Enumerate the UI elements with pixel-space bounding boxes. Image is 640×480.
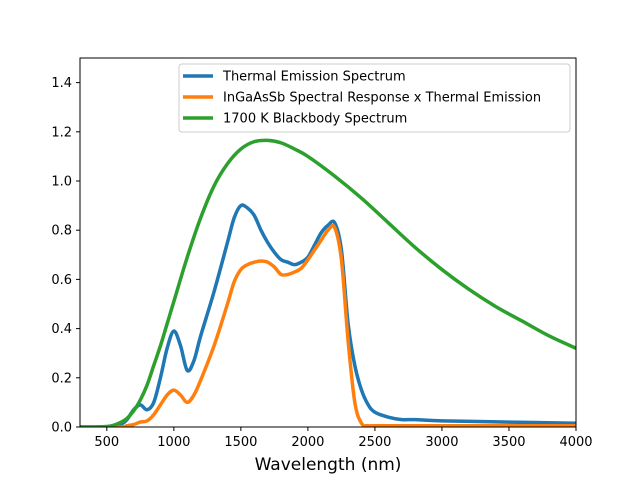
y-tick-label-1: 0.2 bbox=[51, 371, 72, 386]
y-tick-label-5: 1.0 bbox=[51, 175, 72, 190]
y-tick-label-4: 0.8 bbox=[51, 224, 72, 239]
x-tick-label-5: 3000 bbox=[425, 435, 458, 450]
legend-label-0: Thermal Emission Spectrum bbox=[222, 70, 406, 85]
axes-frame bbox=[79, 57, 577, 428]
legend-label-1: InGaAsSb Spectral Response x Thermal Emi… bbox=[223, 91, 541, 106]
y-tick-label-0: 0.0 bbox=[51, 421, 72, 436]
x-tick-label-7: 4000 bbox=[559, 435, 592, 450]
x-axis-title: Wavelength (nm) bbox=[255, 455, 402, 475]
series-line-0 bbox=[80, 203, 576, 427]
legend-label-2: 1700 K Blackbody Spectrum bbox=[223, 112, 407, 127]
x-tick-label-1: 1000 bbox=[157, 435, 190, 450]
x-tick-label-6: 3500 bbox=[492, 435, 525, 450]
y-tick-label-2: 0.4 bbox=[51, 322, 72, 337]
y-tick-label-7: 1.4 bbox=[51, 76, 72, 91]
x-tick-label-2: 1500 bbox=[224, 435, 257, 450]
y-tick-label-3: 0.6 bbox=[51, 273, 72, 288]
axes-layer: 500 1000 1500 2000 2500 3000 3500 4000 0.0 0.2 0.4… bbox=[51, 57, 593, 450]
series-line-2 bbox=[80, 138, 576, 427]
x-tick-label-0: 500 bbox=[94, 435, 119, 450]
x-tick-label-3: 2000 bbox=[291, 435, 324, 450]
series-layer bbox=[80, 138, 576, 427]
legend: Thermal Emission Spectrum InGaAsSb Spectr… bbox=[178, 63, 571, 133]
x-tick-label-4: 2500 bbox=[358, 435, 391, 450]
series-line-1 bbox=[80, 224, 576, 427]
y-tick-label-6: 1.2 bbox=[51, 125, 72, 140]
legend-box bbox=[178, 63, 571, 133]
